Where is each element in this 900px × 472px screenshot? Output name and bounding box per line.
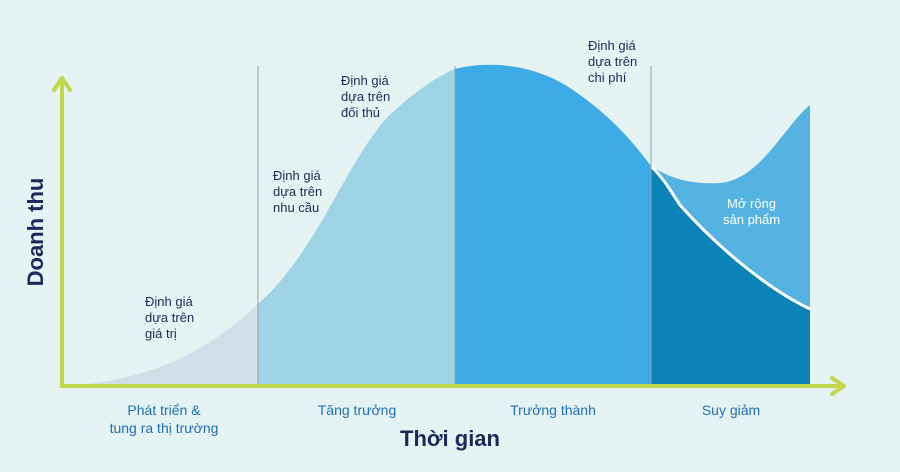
stage-growth-area [258,69,455,386]
stage-label-line: Tăng trưởng [317,402,397,418]
note-line: dựa trên [273,184,323,199]
note-line: Định giá [273,168,321,183]
product-extension-area [651,105,810,309]
stage-label-development: Phát triển & tung ra thị trường [110,401,219,437]
note-line: Mở rộng [727,196,777,211]
stage-label-decline: Suy giảm [702,401,760,419]
note-line: nhu cầu [273,200,320,215]
stage-decline-area [651,166,810,386]
stage-label-line: tung ra thị trường [109,420,219,436]
note-line: chi phí [588,70,627,85]
note-cost-pricing: Định giá dựa trên chi phí [588,38,637,86]
note-line: dựa trên [588,54,638,69]
note-product-extension: Mở rộng sản phẩm [723,196,780,228]
note-line: Định giá [588,38,636,53]
y-axis-arrowhead [52,76,72,92]
note-line: dựa trên [145,310,195,325]
note-line: dựa trên [341,89,391,104]
y-axis-title: Doanh thu [23,177,48,287]
x-axis-arrowhead [830,376,846,396]
note-line: Định giá [341,73,389,88]
note-line: Định giá [145,294,193,309]
stage-label-maturity: Trưởng thành [510,401,596,419]
note-value-pricing: Định giá dựa trên giá trị [145,294,194,342]
stage-maturity-area [455,64,651,386]
note-line: đối thủ [341,105,381,120]
stage-label-line: Trưởng thành [510,402,596,418]
note-line: sản phẩm [723,212,781,227]
note-competitor-pricing: Định giá dựa trên đối thủ [341,73,390,121]
stage-label-line: Phát triển & [127,402,201,418]
decline-curve-line [649,164,811,311]
note-line: giá trị [145,326,177,341]
note-demand-pricing: Định giá dựa trên nhu cầu [273,168,322,216]
stage-development-area [62,304,258,386]
stage-label-growth: Tăng trưởng [318,401,396,419]
x-axis-title: Thời gian [400,426,500,451]
stage-label-line: Suy giảm [701,402,761,418]
